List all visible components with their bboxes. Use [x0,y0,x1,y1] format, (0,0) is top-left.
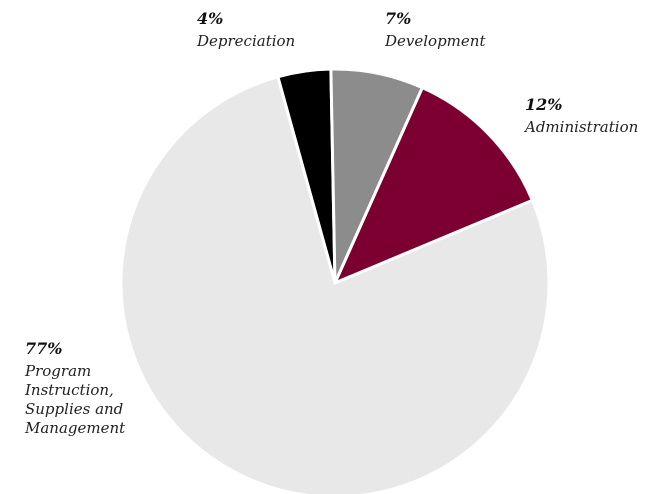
pie-slice-administration [332,85,535,286]
pie-label-depreciation: 4% Depreciation [196,9,295,50]
pie-category-administration-line-1: Administration [523,118,638,136]
pie-percent-depreciation: 4% [197,9,223,28]
pie-category-program-line-2: Instruction, [24,381,114,399]
pie-category-program-line-4: Management [24,419,126,437]
pie-percent-program: 77% [25,339,62,358]
pie-percent-administration: 12% [525,95,562,114]
pie-category-program-line-3: Supplies and [25,400,123,418]
pie-percent-development: 7% [385,9,411,28]
pie-category-program-line-1: Program [24,362,91,380]
pie-slice-program [119,74,551,494]
pie-label-development: 7% Development [384,9,486,50]
pie-category-development-line-1: Development [384,32,486,50]
pie-category-depreciation-line-1: Depreciation [196,32,295,50]
pie-label-administration: 12% Administration [523,95,638,136]
